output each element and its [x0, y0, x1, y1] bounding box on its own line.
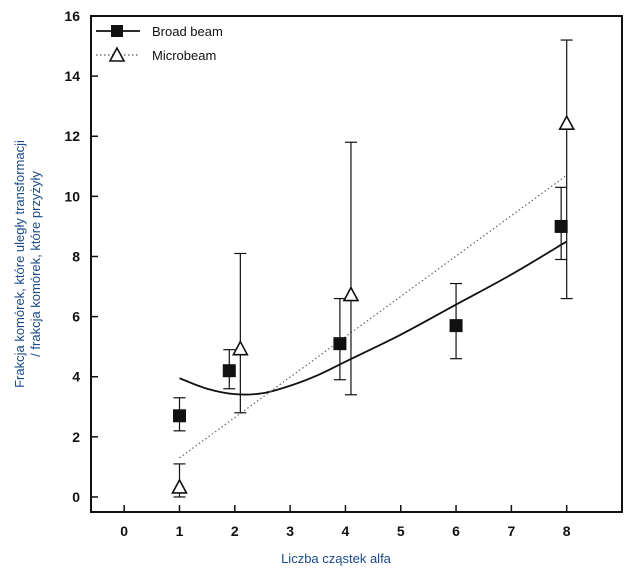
x-tick-label: 7 [507, 523, 515, 539]
x-tick-label: 2 [231, 523, 239, 539]
legend-microbeam-marker [108, 46, 126, 62]
y-tick-label: 12 [64, 128, 80, 144]
x-axis-title: Liczba cząstek alfa [281, 551, 392, 566]
broad-beam-point [173, 409, 186, 423]
y-tick-label: 10 [64, 188, 80, 204]
x-tick-label: 8 [563, 523, 571, 539]
data-markers [171, 114, 576, 494]
y-tick-label: 4 [72, 369, 80, 385]
y-tick-label: 0 [72, 489, 80, 505]
microbeam-fit-line [179, 174, 568, 459]
x-tick-label: 5 [397, 523, 405, 539]
broad-beam-point [222, 364, 236, 378]
legend-broad-beam-marker [111, 25, 123, 37]
y-tick-label: 16 [64, 8, 80, 24]
x-tick-label: 3 [286, 523, 294, 539]
broad-beam-point [554, 219, 568, 233]
x-tick-label: 0 [120, 523, 128, 539]
legend-microbeam-label: Microbeam [152, 48, 216, 63]
x-tick-label: 1 [176, 523, 184, 539]
y-axis-ticks: 0 2 4 6 8 10 12 14 16 [64, 8, 98, 505]
x-axis-ticks: 0 1 2 3 4 5 6 7 8 [120, 505, 571, 539]
legend-broad-beam-label: Broad beam [152, 24, 223, 39]
broad-beam-point [333, 337, 347, 351]
microbeam-point [558, 114, 576, 131]
y-tick-label: 2 [72, 429, 80, 445]
y-axis-title-line2: / frakcja komórek, które przyżyły [28, 171, 43, 357]
y-tick-label: 8 [72, 248, 80, 264]
broad-beam-point [449, 319, 463, 333]
x-tick-label: 6 [452, 523, 460, 539]
y-tick-label: 6 [72, 309, 80, 325]
fit-lines [179, 174, 568, 459]
error-bars [173, 39, 573, 498]
broad-beam-fit-curve [179, 240, 568, 396]
y-tick-label: 14 [64, 68, 80, 84]
x-tick-label: 4 [342, 523, 350, 539]
plot-frame [90, 15, 623, 513]
microbeam-point [232, 339, 249, 356]
y-axis-title-line1: Frakcja komórek, które uległy transforma… [12, 140, 27, 388]
microbeam-point [342, 285, 360, 302]
microbeam-point [171, 478, 188, 494]
legend: Broad beam Microbeam [96, 24, 223, 63]
